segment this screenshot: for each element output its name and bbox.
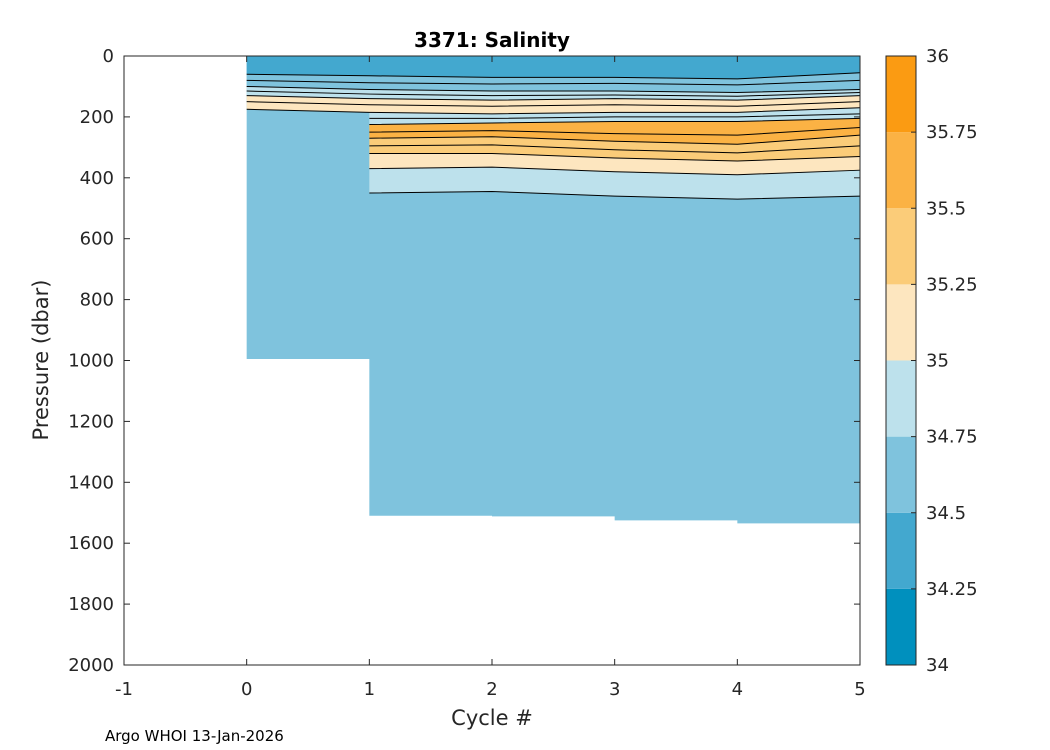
colorbar-tick-label: 34.75 [926, 427, 978, 448]
contour-line-14 [369, 191, 861, 200]
contour-line-5 [246, 101, 861, 107]
colorbar-tick-label: 36 [926, 46, 949, 67]
footer-credit: Argo WHOI 13-Jan-2026 [105, 727, 284, 745]
chart-title: 3371: Salinity [414, 28, 570, 52]
salinity-layer-2 [246, 86, 860, 101]
contour-line-3 [246, 90, 861, 97]
salinity-layer-6 [369, 135, 860, 162]
salinity-layer-0 [246, 56, 860, 79]
salinity-layer-4 [369, 107, 860, 125]
x-tick-label: 5 [854, 679, 865, 700]
colorbar-segment [886, 56, 916, 133]
y-tick-label: 800 [80, 290, 114, 311]
y-tick-label: 2000 [68, 655, 114, 676]
y-tick-label: 200 [80, 107, 114, 128]
colorbar-segment [886, 436, 916, 513]
salinity-layer-7 [369, 153, 860, 175]
colorbar: 34 34.25 34.5 34.75 35 35.25 35.5 35.75 36 [885, 46, 978, 676]
x-tick-label: 4 [732, 679, 743, 700]
contour-line-4 [246, 95, 861, 101]
contour-line-0 [246, 72, 861, 80]
x-tick-label: 0 [241, 679, 252, 700]
y-tick-label: 1600 [68, 533, 114, 554]
colorbar-segment [886, 208, 916, 285]
contour-line-2 [246, 85, 861, 94]
colorbar-segment [886, 284, 916, 361]
contour-line-12 [369, 152, 861, 162]
colorbar-segment [886, 132, 916, 209]
x-tick-label: 3 [609, 679, 620, 700]
x-tick-label: 1 [364, 679, 375, 700]
contour-line-8 [369, 117, 861, 126]
y-axis-title: Pressure (dbar) [29, 280, 53, 441]
plot-area [246, 56, 861, 524]
contour-line-7 [369, 113, 861, 119]
salinity-layer-5 [369, 118, 860, 145]
contour-line-9 [369, 127, 861, 136]
colorbar-tick-label: 35.75 [926, 122, 978, 143]
y-tick-label: 600 [80, 229, 114, 250]
colorbar-segment [886, 360, 916, 437]
x-axis-title: Cycle # [451, 706, 533, 730]
colorbar-tick-label: 35.5 [926, 198, 966, 219]
contour-line-11 [369, 144, 861, 154]
x-tick-label: 2 [486, 679, 497, 700]
contour-line-13 [369, 166, 861, 176]
colorbar-tick-label: 35 [926, 351, 949, 372]
colorbar-tick-label: 34.25 [926, 579, 978, 600]
colorbar-tick-label: 34 [926, 655, 949, 676]
salinity-layer-1 [246, 72, 860, 93]
axes: -1 0 1 2 3 4 5 0 200 400 600 800 1000 1200 1400 1600 180… [68, 46, 866, 700]
y-tick-label: 1800 [68, 594, 114, 615]
colorbar-tick-label: 35.25 [926, 274, 978, 295]
y-tick-label: 400 [80, 168, 114, 189]
contour-line-10 [369, 134, 861, 145]
colorbar-segment [886, 512, 916, 589]
y-tick-label: 1400 [68, 472, 114, 493]
colorbar-tick-label: 34.5 [926, 503, 966, 524]
y-tick-label: 1000 [68, 351, 114, 372]
y-tick-label: 0 [103, 46, 114, 67]
colorbar-segment [886, 588, 916, 665]
contour-line-6 [246, 107, 861, 115]
contour-line-1 [246, 79, 861, 86]
y-tick-label: 1200 [68, 411, 114, 432]
x-tick-label: -1 [115, 679, 133, 700]
